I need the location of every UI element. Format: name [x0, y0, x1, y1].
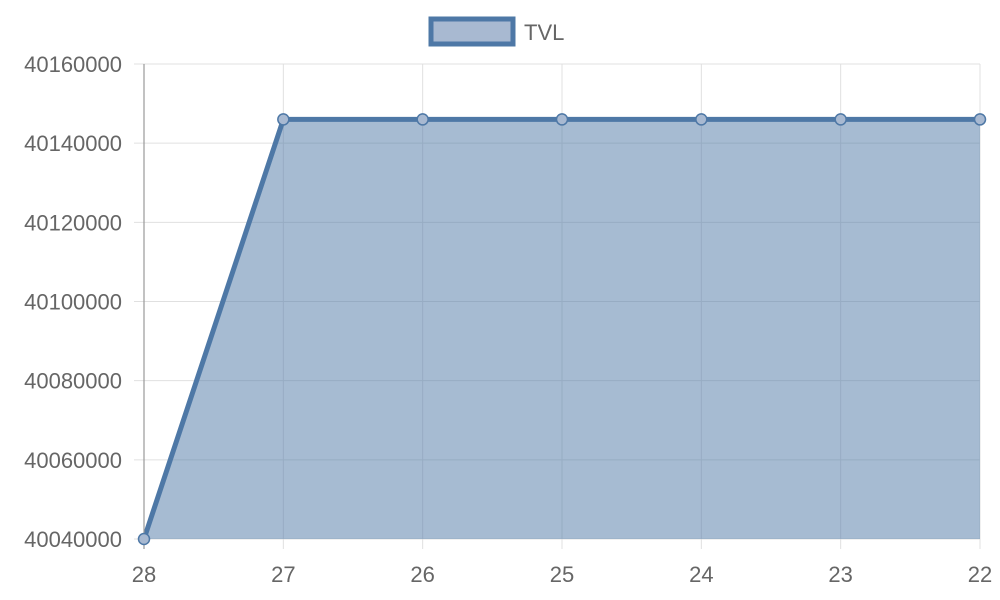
x-tick-label: 25 — [550, 562, 574, 587]
x-tick-label: 27 — [271, 562, 295, 587]
data-point-tvl — [416, 113, 429, 126]
data-points — [137, 113, 987, 546]
y-tick-label: 40060000 — [24, 448, 122, 473]
x-tick-label: 26 — [410, 562, 434, 587]
y-tick-label: 40080000 — [24, 369, 122, 394]
x-tick-label: 22 — [968, 562, 992, 587]
x-axis-tick-labels: 28 27 26 25 24 23 22 — [132, 562, 992, 587]
area-layer — [141, 116, 980, 540]
data-point-tvl — [137, 532, 151, 546]
y-tick-label: 40160000 — [24, 52, 122, 77]
x-tick-label: 23 — [828, 562, 852, 587]
y-tick-label: 40100000 — [24, 290, 122, 315]
series-area-tvl — [144, 119, 980, 540]
y-tick-label: 40140000 — [24, 131, 122, 156]
legend-swatch-tvl — [428, 16, 516, 47]
x-tick-label: 28 — [132, 562, 156, 587]
data-point-tvl — [834, 113, 847, 126]
legend: TVL — [428, 16, 564, 47]
data-point-tvl — [695, 113, 708, 126]
y-tick-label: 40040000 — [24, 527, 122, 552]
legend-label-tvl: TVL — [524, 20, 564, 45]
y-axis-tick-labels: 40040000 40060000 40080000 40100000 40120000… — [24, 52, 122, 552]
data-point-tvl — [973, 113, 987, 126]
y-tick-label: 40120000 — [24, 210, 122, 235]
data-point-tvl — [555, 113, 569, 126]
data-point-tvl — [277, 113, 290, 126]
x-tick-label: 24 — [689, 562, 713, 587]
